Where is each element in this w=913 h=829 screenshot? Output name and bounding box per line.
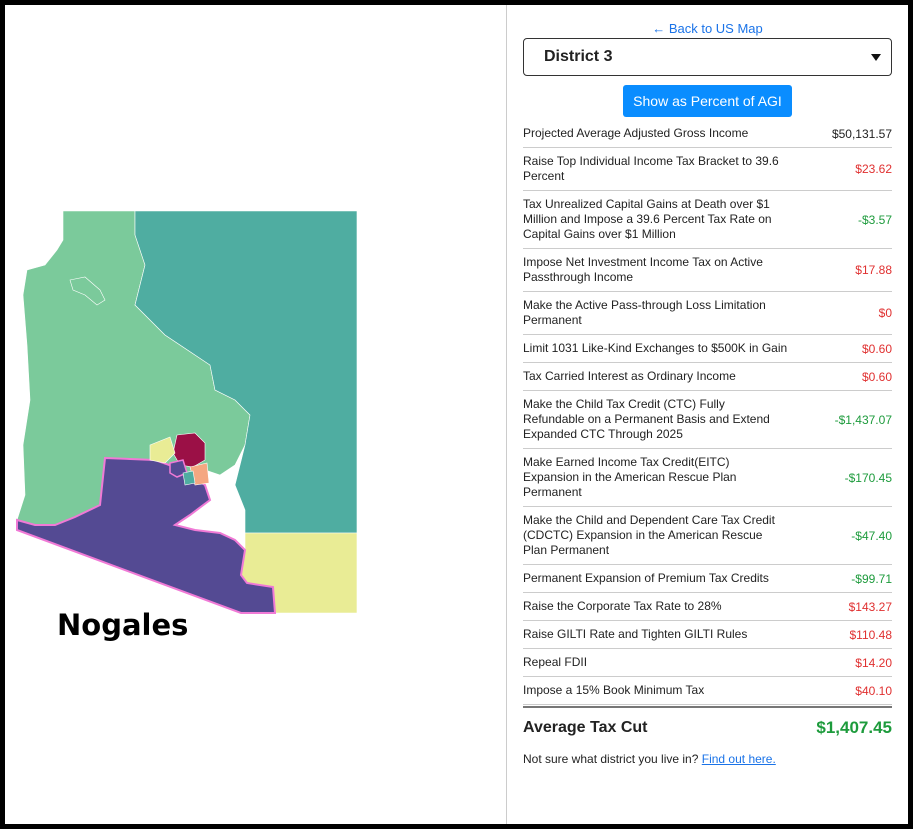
table-row: Permanent Expansion of Premium Tax Credi…	[523, 565, 892, 593]
row-label: Raise GILTI Rate and Tighten GILTI Rules	[523, 627, 748, 641]
table-row: Projected Average Adjusted Gross Income …	[523, 120, 892, 148]
map-panel: Nogales	[5, 5, 506, 824]
footer: Not sure what district you live in? Find…	[523, 752, 892, 766]
row-value: $50,131.57	[831, 126, 892, 141]
table-row: Raise Top Individual Income Tax Bracket …	[523, 148, 892, 191]
table-row: Make the Active Pass-through Loss Limita…	[523, 292, 892, 335]
total-value: $1,407.45	[816, 718, 892, 737]
row-value: -$99.71	[851, 571, 892, 586]
table-row: Raise GILTI Rate and Tighten GILTI Rules…	[523, 621, 892, 649]
table-row: Impose Net Investment Income Tax on Acti…	[523, 249, 892, 292]
row-value: -$170.45	[844, 470, 892, 485]
row-label: Projected Average Adjusted Gross Income	[523, 126, 749, 140]
side-panel: ← Back to US Map District 3 Show as Perc…	[523, 5, 892, 766]
row-label: Tax Carried Interest as Ordinary Income	[523, 369, 736, 383]
district-region-maroon[interactable]	[172, 432, 206, 468]
caret-down-icon	[871, 53, 881, 61]
district-region-notch[interactable]	[69, 276, 106, 306]
footer-text: Not sure what district you live in?	[523, 752, 699, 766]
row-label: Make the Child and Dependent Care Tax Cr…	[523, 513, 775, 557]
row-value: $14.20	[855, 655, 892, 670]
row-value: -$1,437.07	[834, 412, 892, 427]
table-row: Make the Child and Dependent Care Tax Cr…	[523, 507, 892, 565]
row-value: $23.62	[855, 162, 892, 176]
back-to-us-map-link[interactable]: ← Back to US Map	[652, 21, 763, 36]
row-label: Raise the Corporate Tax Rate to 28%	[523, 599, 722, 613]
row-label: Limit 1031 Like-Kind Exchanges to $500K …	[523, 341, 788, 355]
row-label: Raise Top Individual Income Tax Bracket …	[523, 154, 779, 183]
table-row: Make the Child Tax Credit (CTC) Fully Re…	[523, 391, 892, 449]
total-label: Average Tax Cut	[523, 719, 648, 736]
row-value: $143.27	[848, 599, 892, 614]
row-value: -$3.57	[857, 212, 892, 227]
district-region-light-yellow[interactable]	[149, 436, 176, 464]
row-value: -$47.40	[851, 528, 892, 543]
row-label: Impose a 15% Book Minimum Tax	[523, 683, 705, 697]
row-label: Tax Unrealized Capital Gains at Death ov…	[523, 197, 772, 241]
row-value: $17.88	[855, 263, 892, 277]
table-row: Impose a 15% Book Minimum Tax $40.10	[523, 677, 892, 705]
policy-table: Projected Average Adjusted Gross Income …	[523, 120, 892, 705]
arizona-district-map	[16, 210, 358, 614]
toggle-row: Show as Percent of AGI	[523, 85, 892, 117]
panel-divider	[506, 5, 507, 824]
show-percent-agi-button[interactable]: Show as Percent of AGI	[623, 85, 792, 117]
table-row: Tax Unrealized Capital Gains at Death ov…	[523, 191, 892, 249]
row-value: $40.10	[855, 683, 892, 698]
table-row: Make Earned Income Tax Credit(EITC) Expa…	[523, 449, 892, 507]
row-label: Make the Active Pass-through Loss Limita…	[523, 298, 766, 327]
row-label: Make Earned Income Tax Credit(EITC) Expa…	[523, 455, 737, 499]
table-row: Raise the Corporate Tax Rate to 28% $143…	[523, 593, 892, 621]
city-label: Nogales	[57, 608, 189, 642]
district-region-small-teal[interactable]	[182, 470, 196, 486]
district-select[interactable]: District 3	[523, 38, 892, 76]
row-label: Permanent Expansion of Premium Tax Credi…	[523, 571, 769, 585]
row-value: $0.60	[861, 341, 892, 356]
row-value: $110.48	[849, 627, 893, 642]
row-value: $0	[878, 306, 892, 320]
district-select-value: District 3	[544, 48, 613, 65]
table-row: Limit 1031 Like-Kind Exchanges to $500K …	[523, 335, 892, 363]
table-row: Tax Carried Interest as Ordinary Income …	[523, 363, 892, 391]
row-label: Make the Child Tax Credit (CTC) Fully Re…	[523, 397, 770, 441]
row-label: Repeal FDII	[523, 655, 588, 669]
table-row: Repeal FDII $14.20	[523, 649, 892, 677]
row-value: $0.60	[861, 369, 892, 384]
row-label: Impose Net Investment Income Tax on Acti…	[523, 255, 763, 284]
find-district-link[interactable]: Find out here.	[701, 752, 776, 766]
total-row: Average Tax Cut $1,407.45	[523, 706, 892, 738]
